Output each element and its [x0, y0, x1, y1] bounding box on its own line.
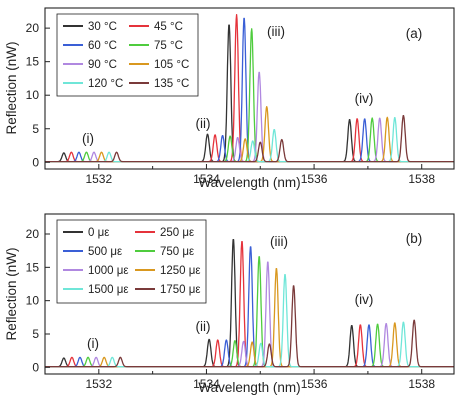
legend-label-6: 105 °C [154, 59, 189, 71]
plot-frame-b [44, 213, 455, 375]
annotation-ii-a: (ii) [196, 116, 211, 131]
legend-label-6: 1250 με [160, 265, 201, 277]
y-tick-label: 10 [26, 88, 40, 102]
legend-b: 0 με 250 με 500 με 750 με 1000 με 1250 με 1500… [56, 219, 207, 304]
legend-label-7: 1500 με [88, 284, 129, 296]
annotation-iv-a: (iv) [355, 91, 374, 106]
x-tick-label: 1536 [301, 172, 328, 186]
legend-label-7: 120 °C [88, 78, 123, 90]
x-tick-label: 1534 [193, 172, 220, 186]
legend-a: 30 °C 45 °C 60 °C 75 °C 90 °C 105 °C 120 °C 135… [56, 13, 199, 97]
legend-label-1: 30 °C [88, 21, 117, 33]
y-tick-label: 5 [32, 327, 39, 341]
x-tick-label: 1534 [193, 377, 220, 391]
y-axis-label-b: Reflection (nW) [4, 247, 19, 340]
series-layer-a [44, 14, 455, 163]
x-tick-label: 1536 [301, 377, 328, 391]
series-layer-b [44, 238, 455, 368]
annotation-iv-b: (iv) [355, 292, 374, 307]
annotation-ii-b: (ii) [196, 319, 211, 334]
annotation-iii-b: (iii) [270, 234, 288, 249]
panel-b: 1532 1534 1536 1538 0 5 10 15 20 (b) (i) (ii) (i… [4, 213, 455, 395]
x-axis-label-b: Wavelength (nm) [198, 380, 300, 395]
annotation-iii-a: (iii) [267, 24, 285, 39]
x-tick-label: 1538 [408, 172, 435, 186]
plot-frame-a [44, 7, 455, 170]
legend-label-4: 75 °C [154, 40, 183, 52]
x-tick-label: 1532 [85, 377, 112, 391]
ticks-layer-b: 1532 1534 1536 1538 0 5 10 15 20 [26, 227, 436, 391]
y-tick-label: 0 [32, 155, 39, 169]
y-tick-label: 20 [26, 21, 40, 35]
legend-label-3: 500 με [88, 246, 122, 258]
ticks-layer-a: 1532 1534 1536 1538 0 5 10 15 20 [26, 21, 436, 186]
series-line-7 [44, 117, 455, 163]
annotation-i-a: (i) [82, 131, 94, 146]
panel-a: 1532 1534 1536 1538 0 5 10 15 20 (a) (i) (ii) (i… [4, 7, 455, 190]
y-tick-label: 15 [26, 55, 40, 69]
x-tick-label: 1538 [408, 377, 435, 391]
annotation-i-b: (i) [87, 336, 99, 351]
series-line-8 [44, 115, 455, 163]
y-axis-label-a: Reflection (nW) [4, 41, 19, 134]
y-tick-label: 15 [26, 260, 40, 274]
legend-label-3: 60 °C [88, 40, 117, 52]
y-tick-label: 5 [32, 122, 39, 136]
y-tick-label: 0 [32, 360, 39, 374]
legend-label-2: 45 °C [154, 21, 183, 33]
panel-label-a: (a) [406, 26, 423, 41]
legend-label-5: 90 °C [88, 59, 117, 71]
x-axis-label-a: Wavelength (nm) [198, 175, 300, 190]
legend-label-4: 750 με [160, 246, 194, 258]
y-tick-label: 20 [26, 227, 40, 241]
legend-label-8: 135 °C [154, 78, 189, 90]
legend-label-1: 0 με [88, 227, 109, 239]
legend-label-8: 1750 με [160, 284, 201, 296]
legend-label-2: 250 με [160, 227, 194, 239]
legend-items-b: 0 με 250 με 500 με 750 με 1000 με 1250 με 1500… [63, 227, 201, 296]
legend-items-a: 30 °C 45 °C 60 °C 75 °C 90 °C 105 °C 120 °C 135… [63, 21, 189, 90]
series-line-8 [44, 285, 455, 368]
y-tick-label: 10 [26, 294, 40, 308]
x-tick-label: 1532 [85, 172, 112, 186]
legend-label-5: 1000 με [88, 265, 129, 277]
panel-label-b: (b) [406, 231, 423, 246]
